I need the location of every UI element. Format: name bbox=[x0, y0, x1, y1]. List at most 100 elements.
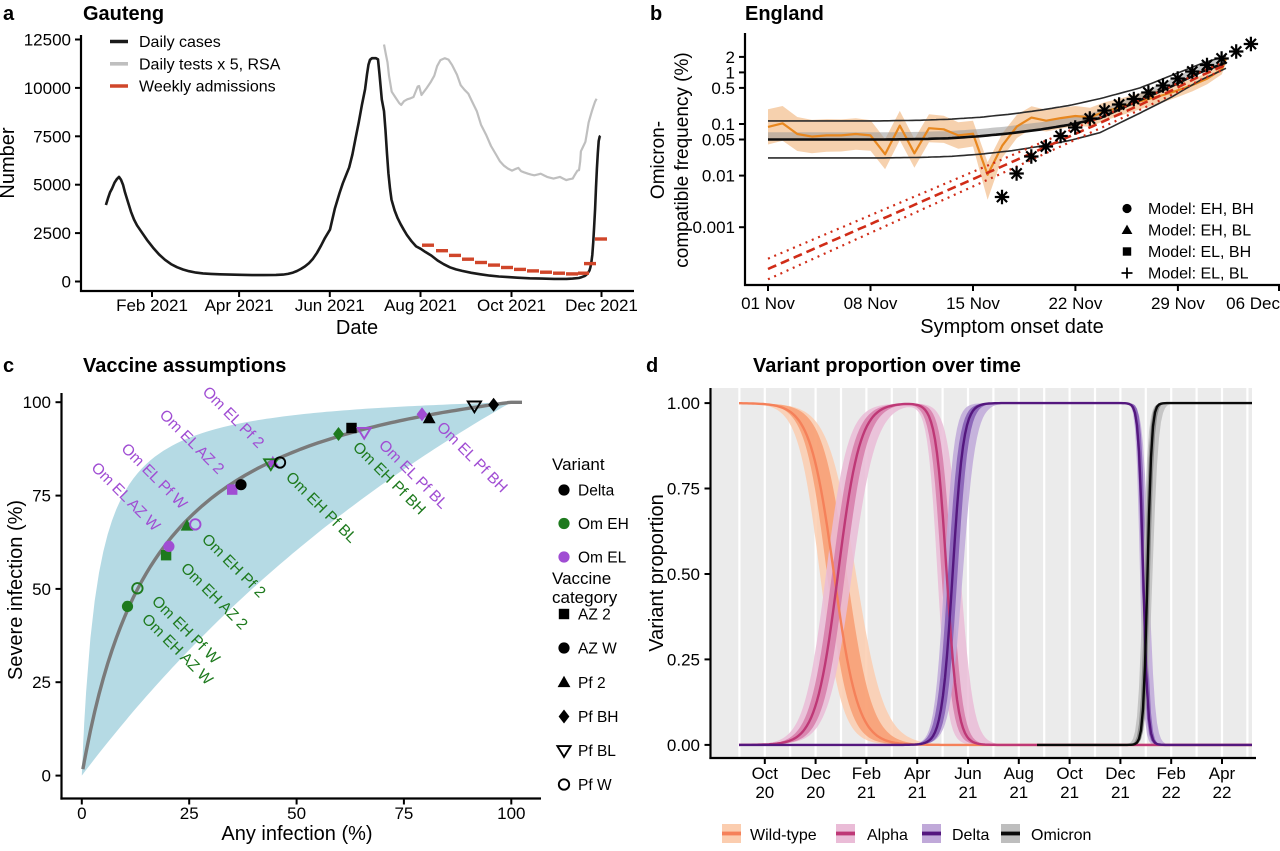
svg-text:7500: 7500 bbox=[33, 127, 71, 146]
svg-text:100: 100 bbox=[23, 393, 51, 412]
svg-text:Pf BH: Pf BH bbox=[578, 709, 618, 726]
svg-text:Gauteng: Gauteng bbox=[83, 3, 164, 25]
svg-text:Om EL Pf BH: Om EL Pf BH bbox=[433, 419, 510, 496]
svg-text:75: 75 bbox=[32, 487, 51, 506]
svg-text:21: 21 bbox=[1009, 783, 1028, 802]
svg-text:06 Dec: 06 Dec bbox=[1226, 294, 1280, 313]
svg-text:50: 50 bbox=[32, 580, 51, 599]
svg-text:Delta: Delta bbox=[952, 827, 989, 844]
svg-text:22 Nov: 22 Nov bbox=[1048, 294, 1102, 313]
svg-text:0.25: 0.25 bbox=[667, 650, 700, 669]
svg-text:Jun: Jun bbox=[954, 764, 981, 783]
svg-text:Oct: Oct bbox=[752, 764, 779, 783]
svg-text:Omicron-: Omicron- bbox=[648, 121, 669, 199]
svg-text:29 Nov: 29 Nov bbox=[1151, 294, 1205, 313]
svg-text:Vaccine assumptions: Vaccine assumptions bbox=[83, 355, 286, 377]
svg-text:Number: Number bbox=[0, 127, 19, 198]
svg-text:21: 21 bbox=[1111, 783, 1130, 802]
svg-text:AZ 2: AZ 2 bbox=[578, 607, 611, 624]
svg-text:0.5: 0.5 bbox=[711, 79, 735, 98]
svg-text:15 Nov: 15 Nov bbox=[946, 294, 1000, 313]
svg-text:10000: 10000 bbox=[24, 79, 71, 98]
svg-text:0.001: 0.001 bbox=[692, 218, 735, 237]
svg-text:25: 25 bbox=[180, 804, 199, 823]
svg-text:2: 2 bbox=[726, 48, 735, 67]
svg-text:Feb 2021: Feb 2021 bbox=[116, 296, 188, 315]
svg-text:compatible frequency (%): compatible frequency (%) bbox=[672, 52, 693, 267]
svg-text:0.01: 0.01 bbox=[702, 167, 735, 186]
svg-text:Dec 2021: Dec 2021 bbox=[565, 296, 638, 315]
svg-text:20: 20 bbox=[806, 783, 825, 802]
svg-text:0.05: 0.05 bbox=[702, 131, 735, 150]
svg-text:21: 21 bbox=[959, 783, 978, 802]
svg-text:Model: EL, BL: Model: EL, BL bbox=[1148, 266, 1249, 283]
svg-text:5000: 5000 bbox=[33, 176, 71, 195]
svg-text:21: 21 bbox=[908, 783, 927, 802]
svg-text:Omicron: Omicron bbox=[1031, 827, 1091, 844]
svg-text:0.1: 0.1 bbox=[711, 115, 735, 134]
svg-text:Weekly admissions: Weekly admissions bbox=[139, 79, 276, 96]
svg-text:Pf W: Pf W bbox=[578, 777, 612, 794]
svg-text:Jun 2021: Jun 2021 bbox=[295, 296, 365, 315]
svg-text:Model: EL, BH: Model: EL, BH bbox=[1148, 244, 1251, 261]
svg-text:21: 21 bbox=[1060, 783, 1079, 802]
svg-text:a: a bbox=[3, 3, 15, 25]
svg-text:Variant proportion over time: Variant proportion over time bbox=[753, 355, 1021, 377]
svg-text:50: 50 bbox=[287, 804, 306, 823]
svg-text:Om EH: Om EH bbox=[578, 516, 629, 533]
svg-text:25: 25 bbox=[32, 673, 51, 692]
svg-text:0.50: 0.50 bbox=[667, 565, 700, 584]
svg-text:Om EL: Om EL bbox=[578, 550, 627, 567]
svg-text:Apr: Apr bbox=[1209, 764, 1236, 783]
svg-text:Feb: Feb bbox=[852, 764, 881, 783]
svg-text:Any infection (%): Any infection (%) bbox=[221, 823, 372, 845]
svg-text:category: category bbox=[552, 588, 618, 607]
svg-text:Apr 2021: Apr 2021 bbox=[205, 296, 274, 315]
svg-text:08 Nov: 08 Nov bbox=[844, 294, 898, 313]
svg-text:Vaccine: Vaccine bbox=[552, 569, 611, 588]
svg-text:Date: Date bbox=[336, 317, 378, 339]
svg-text:Variant proportion: Variant proportion bbox=[646, 494, 668, 652]
svg-text:0: 0 bbox=[77, 804, 86, 823]
svg-text:0.00: 0.00 bbox=[667, 736, 700, 755]
svg-text:b: b bbox=[650, 3, 662, 25]
svg-text:Apr: Apr bbox=[904, 764, 931, 783]
svg-text:Pf 2: Pf 2 bbox=[578, 675, 606, 692]
svg-text:AZ W: AZ W bbox=[578, 641, 617, 658]
svg-text:20: 20 bbox=[755, 783, 774, 802]
svg-text:2500: 2500 bbox=[33, 224, 71, 243]
svg-text:0.75: 0.75 bbox=[667, 480, 700, 499]
svg-text:Daily cases: Daily cases bbox=[139, 34, 221, 51]
svg-text:Model: EH, BL: Model: EH, BL bbox=[1148, 223, 1251, 240]
svg-text:100: 100 bbox=[497, 804, 525, 823]
svg-text:Model: EH, BH: Model: EH, BH bbox=[1148, 201, 1254, 218]
svg-text:1.00: 1.00 bbox=[667, 394, 700, 413]
svg-text:England: England bbox=[745, 3, 824, 25]
svg-text:Severe infection (%): Severe infection (%) bbox=[5, 500, 27, 680]
svg-text:Aug: Aug bbox=[1004, 764, 1034, 783]
svg-text:21: 21 bbox=[857, 783, 876, 802]
svg-text:Pf BL: Pf BL bbox=[578, 743, 616, 760]
svg-text:22: 22 bbox=[1162, 783, 1181, 802]
svg-text:75: 75 bbox=[394, 804, 413, 823]
svg-text:Delta: Delta bbox=[578, 483, 615, 500]
svg-text:Dec: Dec bbox=[800, 764, 831, 783]
svg-text:d: d bbox=[646, 355, 658, 377]
svg-text:22: 22 bbox=[1213, 783, 1232, 802]
svg-text:Symptom onset date: Symptom onset date bbox=[920, 316, 1103, 338]
svg-text:Oct 2021: Oct 2021 bbox=[477, 296, 546, 315]
svg-text:Wild-type: Wild-type bbox=[750, 827, 817, 844]
svg-text:1: 1 bbox=[726, 63, 735, 82]
svg-text:Alpha: Alpha bbox=[867, 827, 908, 844]
svg-text:0: 0 bbox=[62, 273, 71, 292]
svg-text:Oct: Oct bbox=[1056, 764, 1083, 783]
svg-text:Variant: Variant bbox=[552, 455, 605, 474]
svg-text:12500: 12500 bbox=[24, 31, 71, 50]
svg-text:0: 0 bbox=[42, 767, 51, 786]
svg-text:Aug 2021: Aug 2021 bbox=[384, 296, 457, 315]
svg-text:01 Nov: 01 Nov bbox=[741, 294, 795, 313]
svg-text:Daily tests x 5, RSA: Daily tests x 5, RSA bbox=[139, 56, 281, 73]
svg-text:c: c bbox=[3, 355, 14, 377]
svg-text:Feb: Feb bbox=[1157, 764, 1186, 783]
svg-text:Dec: Dec bbox=[1105, 764, 1136, 783]
